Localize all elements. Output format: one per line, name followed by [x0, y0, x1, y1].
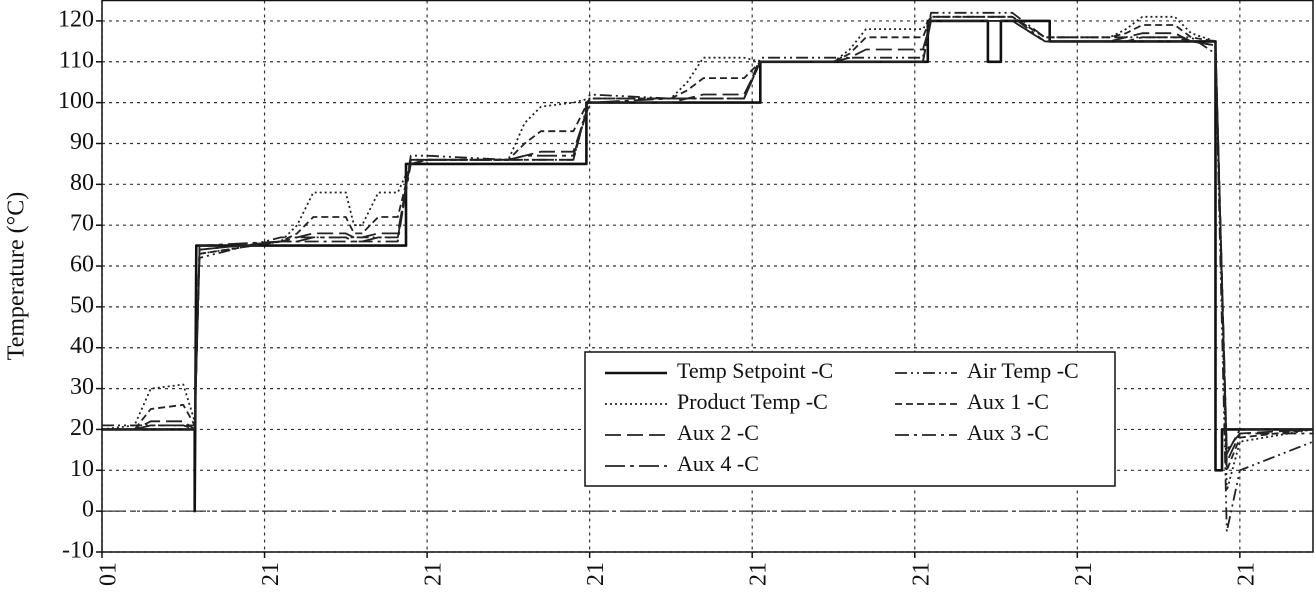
series-line — [102, 19, 1313, 513]
x-tick-label: 21 — [421, 562, 447, 586]
y-tick-label: 0 — [82, 497, 94, 523]
legend-label: Temp Setpoint -C — [677, 358, 833, 383]
y-tick-label: 90 — [70, 129, 94, 155]
legend-label: Aux 4 -C — [677, 451, 759, 476]
plot-lines — [102, 11, 1313, 533]
y-tick-label: 50 — [70, 292, 94, 318]
legend-label: Aux 1 -C — [967, 389, 1049, 414]
y-tick-label: 40 — [70, 333, 94, 359]
y-tick-label: 10 — [70, 456, 94, 482]
y-tick-label: 100 — [58, 88, 94, 114]
series-line — [102, 20, 1313, 455]
legend: Temp Setpoint -C Air Temp -C Product Temp … — [584, 351, 1116, 487]
series-line — [102, 20, 1313, 463]
legend-box — [584, 351, 1116, 487]
y-tick-label: 20 — [70, 415, 94, 441]
y-tick-label: 80 — [70, 170, 94, 196]
x-tick-label: 21 — [583, 562, 609, 586]
legend-label: Air Temp -C — [967, 358, 1079, 383]
y-tick-label: 110 — [59, 47, 94, 73]
y-tick-label: 70 — [70, 211, 94, 237]
x-tick-label: 01 — [96, 562, 122, 586]
legend-label: Product Temp -C — [677, 389, 828, 414]
y-axis-label: Temperature (°C) — [4, 192, 30, 361]
legend-label: Aux 2 -C — [677, 420, 759, 445]
x-tick-label: 21 — [1233, 562, 1259, 586]
x-tick-label: 21 — [1071, 562, 1097, 586]
x-tick-label: 21 — [908, 562, 934, 586]
x-tick-label: 21 — [258, 562, 284, 586]
x-tick-label: 21 — [746, 562, 772, 586]
series-line — [102, 15, 1313, 472]
legend-label: Aux 3 -C — [967, 420, 1049, 445]
y-tick-label: 30 — [70, 374, 94, 400]
plot-frame — [101, 0, 1314, 553]
y-tick-label: -10 — [62, 538, 94, 564]
y-tick-label: 120 — [58, 6, 94, 32]
y-tick-label: 60 — [70, 252, 94, 278]
